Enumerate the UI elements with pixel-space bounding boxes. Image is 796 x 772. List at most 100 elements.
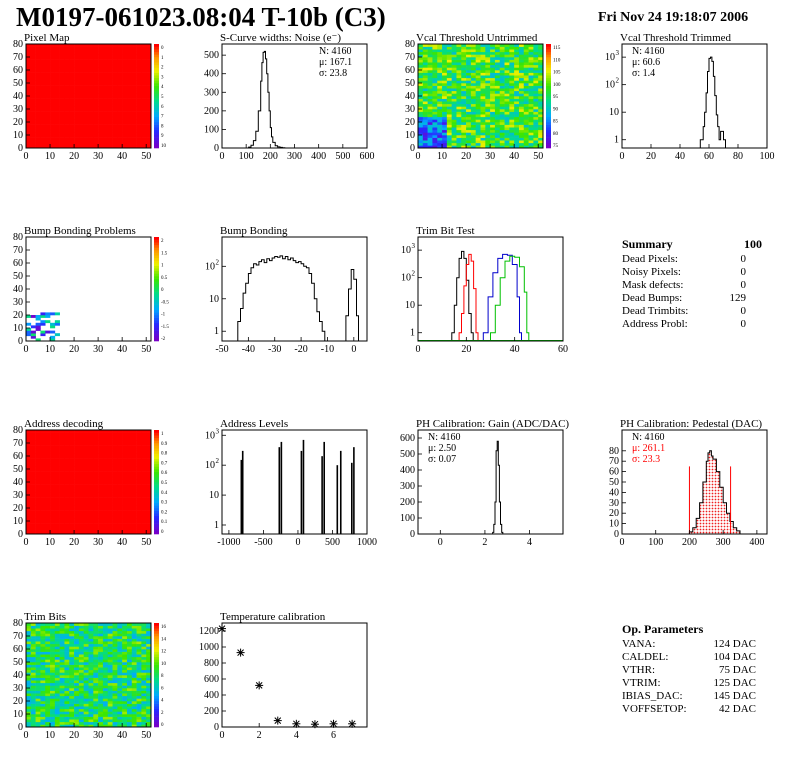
heatmap-cell [446,49,452,53]
heatmap-cell [69,85,75,89]
heatmap-cell [446,114,452,118]
heatmap-cell [122,85,128,89]
heatmap-cell [35,724,41,728]
heatmap-cell [69,119,75,123]
color-bar-cell [154,309,159,313]
heatmap-cell [83,458,89,462]
heatmap-cell [122,685,128,689]
heatmap-cell [30,662,36,665]
heatmap-cell [54,630,60,634]
heatmap-cell [451,44,457,47]
heatmap-cell [523,64,529,68]
heatmap-cell [107,659,113,663]
heatmap-cell [131,489,137,493]
heatmap-cell [533,46,539,50]
heatmap-cell [40,641,46,645]
heatmap-cell [518,135,525,138]
heatmap-cell [117,708,123,712]
heatmap-cell [83,649,89,652]
heatmap-cell [141,127,147,131]
heatmap-cell [64,515,70,519]
heatmap-cell [78,675,84,678]
heatmap-cell [102,487,109,491]
x-tick-label: 10 [45,730,55,741]
heatmap-cell [485,145,491,149]
heatmap-cell [74,132,80,136]
heatmap-cell [59,625,65,629]
heatmap-cell [78,142,84,146]
heatmap-cell [131,505,137,509]
heatmap-cell [50,75,56,79]
heatmap-cell [78,49,84,53]
heatmap-cell [30,456,36,459]
heatmap-cell [78,695,84,699]
heatmap-cell [69,59,75,63]
heatmap-cell [514,54,520,58]
heatmap-cell [422,145,428,149]
heatmap-cell [451,96,457,99]
heatmap-cell [504,77,510,81]
heatmap-cell [40,132,46,136]
heatmap-cell [141,88,147,92]
heatmap-cell [480,111,486,115]
heatmap-cell [518,116,525,120]
heatmap-cell [74,476,80,480]
heatmap-cell [126,106,133,110]
heatmap-cell [93,714,99,717]
heatmap-cell [461,80,467,84]
heatmap-cell [422,132,428,136]
heatmap-cell [112,649,118,652]
heatmap-cell [45,98,51,102]
heatmap-cell [136,474,142,478]
heatmap-cell [136,83,142,86]
heatmap-cell [74,114,80,118]
heatmap-cell [146,672,152,676]
heatmap-cell [485,114,491,118]
heatmap-cell [54,531,60,535]
heatmap-cell [461,49,467,53]
heatmap-cell [437,137,443,141]
heatmap-cell [40,122,46,125]
heatmap-cell [35,474,41,478]
heatmap-cell [126,625,133,629]
heatmap-cell [98,93,104,97]
heatmap-cell [98,59,104,63]
heatmap-cell [117,484,123,488]
color-bar-cell [154,289,159,292]
heatmap-cell [74,526,80,530]
heatmap-cell [59,651,65,655]
heatmap-cell [461,72,467,76]
heatmap-cell [74,625,80,629]
heatmap-cell [26,646,32,650]
heatmap-cell [35,492,41,496]
heatmap-cell [45,502,51,506]
heatmap-cell [50,67,56,71]
heatmap-cell [50,513,56,517]
heatmap-cell [446,145,452,149]
heatmap-cell [69,127,75,131]
heatmap-cell [117,698,123,702]
heatmap-cell [422,127,428,131]
color-bar-cell [154,508,159,511]
heatmap-cell [88,443,94,446]
color-bar-cell [154,628,159,632]
heatmap-cell [64,445,70,449]
heatmap-cell [136,487,142,491]
heatmap-cell [45,526,51,530]
heatmap-cell [93,77,99,81]
heatmap-cell [93,62,99,66]
heatmap-cell [69,651,75,655]
heatmap-cell [494,64,501,68]
heatmap-cell [117,59,123,63]
heatmap-cell [126,531,133,535]
heatmap-cell [88,638,94,642]
heatmap-cell [102,59,109,63]
heatmap-cell [45,703,51,707]
heatmap-cell [40,435,46,439]
heatmap-cell [107,638,113,642]
heatmap-cell [54,714,60,717]
heatmap-cell [446,124,452,128]
heatmap-cell [69,122,75,125]
heatmap-cell [83,669,89,673]
heatmap-cell [141,64,147,68]
